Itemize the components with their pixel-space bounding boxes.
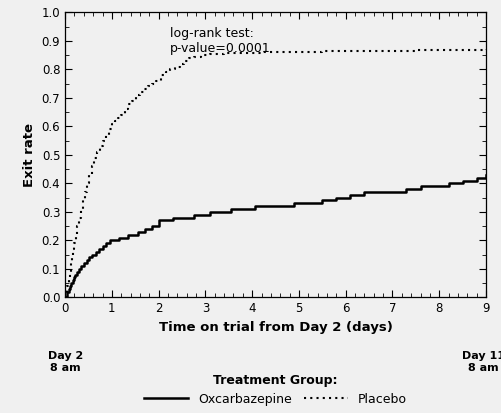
- Text: Day 2
8 am: Day 2 8 am: [48, 351, 83, 373]
- Text: Day 11
8 am: Day 11 8 am: [462, 351, 501, 373]
- Y-axis label: Exit rate: Exit rate: [23, 123, 36, 187]
- X-axis label: Time on trial from Day 2 (days): Time on trial from Day 2 (days): [159, 321, 392, 334]
- Text: log-rank test:
p-value=0.0001: log-rank test: p-value=0.0001: [170, 26, 271, 55]
- Legend: Oxcarbazepine, Placebo: Oxcarbazepine, Placebo: [139, 368, 412, 411]
